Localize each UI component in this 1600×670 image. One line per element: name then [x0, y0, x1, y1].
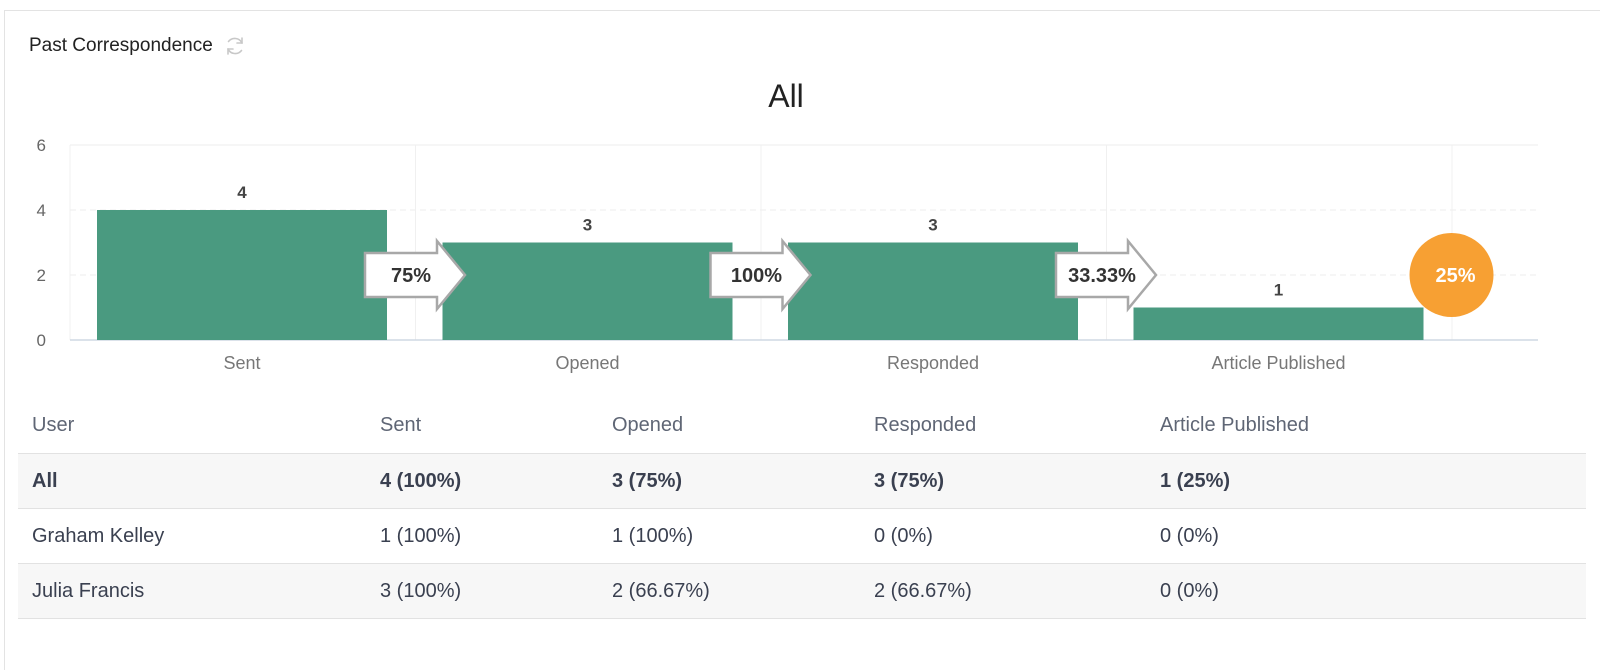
panel-title: Past Correspondence	[29, 35, 213, 56]
table-row: All 4 (100%) 3 (75%) 3 (75%) 1 (25%)	[18, 453, 1586, 509]
cell-user: All	[18, 453, 366, 509]
y-axis: 0 2 4 6	[37, 136, 46, 350]
x-category-label: Sent	[223, 353, 260, 373]
header-sent[interactable]: Sent	[380, 414, 422, 436]
cell-responded: 2 (66.67%)	[860, 563, 1146, 619]
header-responded[interactable]: Responded	[874, 414, 977, 436]
conversion-rate-label: 75%	[391, 265, 431, 287]
final-rate-label: 25%	[1435, 265, 1475, 287]
panel-header: Past Correspondence	[29, 33, 247, 59]
conversion-rate-label: 100%	[731, 265, 782, 287]
conversion-arrow	[1054, 237, 1158, 313]
bar-article-published	[1133, 307, 1424, 340]
y-tick-label: 6	[37, 136, 46, 155]
cell-sent: 4 (100%)	[366, 453, 598, 509]
header-opened[interactable]: Opened	[612, 414, 684, 436]
cell-user: Julia Francis	[18, 563, 366, 619]
table-row: Julia Francis 3 (100%) 2 (66.67%) 2 (66.…	[18, 563, 1586, 619]
conversion-arrow	[709, 237, 813, 313]
final-rate-badge	[1409, 233, 1494, 317]
cell-responded: 3 (75%)	[860, 453, 1146, 509]
cell-article-published: 0 (0%)	[1146, 508, 1586, 564]
cell-opened: 3 (75%)	[598, 453, 860, 509]
x-axis: Sent Opened Responded Article Published	[223, 353, 1345, 373]
y-tick-label: 0	[37, 331, 46, 350]
table-row: Graham Kelley 1 (100%) 1 (100%) 0 (0%) 0…	[18, 508, 1586, 564]
bar-value-label: 1	[1274, 281, 1283, 300]
bar-opened	[442, 242, 733, 340]
x-category-label: Opened	[555, 353, 619, 373]
conversion-arrow	[363, 237, 467, 313]
conversion-arrows: 75% 100% 33.33% 25%	[363, 233, 1494, 317]
cell-article-published: 1 (25%)	[1146, 453, 1586, 509]
chart-title: All	[768, 78, 804, 114]
bar-value-label: 3	[928, 216, 937, 235]
cell-article-published: 0 (0%)	[1146, 563, 1586, 619]
bar-sent	[97, 210, 387, 340]
table-header-row: User Sent Opened Responded Article Publi…	[18, 398, 1586, 454]
header-user[interactable]: User	[32, 414, 75, 436]
cell-sent: 3 (100%)	[366, 563, 598, 619]
correspondence-table: User Sent Opened Responded Article Publi…	[18, 398, 1586, 619]
funnel-bar-chart: All 0 2 4 6 4 3 3 1 75% 100% 33.33% 25% Sent Opene…	[37, 78, 1538, 373]
header-article-published[interactable]: Article Published	[1160, 414, 1309, 436]
bar-responded	[788, 242, 1078, 340]
cell-opened: 1 (100%)	[598, 508, 860, 564]
bar-value-label: 4	[237, 183, 247, 202]
y-tick-label: 2	[37, 266, 46, 285]
conversion-rate-label: 33.33%	[1068, 265, 1136, 287]
bar-value-label: 3	[583, 216, 592, 235]
bars: 4 3 3 1	[97, 183, 1424, 340]
y-tick-label: 4	[37, 201, 46, 220]
x-category-label: Responded	[887, 353, 979, 373]
cell-user: Graham Kelley	[18, 508, 366, 564]
refresh-icon[interactable]	[223, 34, 247, 58]
x-category-label: Article Published	[1211, 353, 1345, 373]
cell-sent: 1 (100%)	[366, 508, 598, 564]
cell-responded: 0 (0%)	[860, 508, 1146, 564]
cell-opened: 2 (66.67%)	[598, 563, 860, 619]
